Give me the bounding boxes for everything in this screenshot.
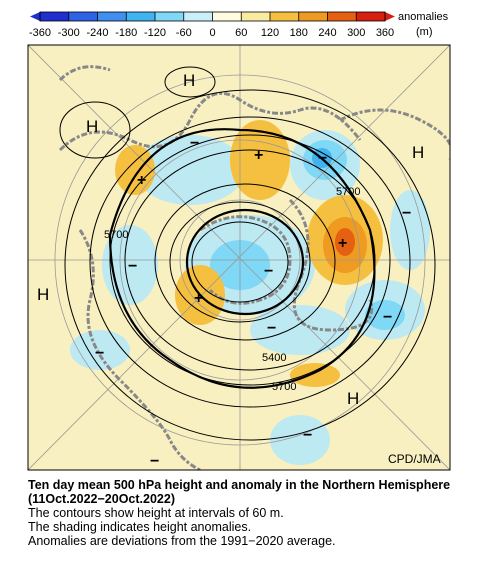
sign: − (383, 309, 392, 326)
sign: − (264, 263, 273, 280)
sign: + (338, 235, 347, 252)
legend-title: anomalies (398, 11, 449, 23)
colorbar-tick-label: 360 (376, 27, 394, 39)
colorbar-tick-label: -120 (144, 27, 166, 39)
colorbar-tick-label: 60 (235, 27, 247, 39)
colorbar-tick-label: 180 (290, 27, 308, 39)
sign: − (303, 427, 312, 444)
contour-label: 5700 (336, 186, 360, 198)
colorbar-segment (183, 12, 213, 21)
colorbar-tick-label: -240 (86, 27, 108, 39)
colorbar-tick-label: -180 (115, 27, 137, 39)
legend-unit: (m) (416, 26, 433, 38)
sign: − (190, 135, 199, 152)
caption-line: The shading indicates height anomalies. (28, 520, 252, 534)
sign: − (318, 150, 327, 167)
map-figure: -360 -300 -240 -180 -120 -60 0 60 120 180 240 300 36… (27, 11, 451, 471)
colorbar-segment (155, 12, 184, 21)
map (28, 45, 450, 470)
high-label: H (412, 143, 424, 162)
caption-title: Ten day mean 500 hPa height and anomaly … (28, 478, 451, 506)
colorbar-tick-label: -60 (176, 27, 192, 39)
high-label: H (347, 389, 359, 408)
colorbar-tick-label: 0 (209, 27, 215, 39)
contour-label: 5700 (104, 229, 128, 241)
colorbar-segment (126, 12, 155, 21)
sign: − (267, 320, 276, 337)
colorbar-segment (97, 12, 127, 21)
map-frame (27, 44, 451, 471)
colorbar-tick-label: 300 (347, 27, 365, 39)
credit: CPD/JMA (388, 452, 441, 466)
colorbar-segment (212, 12, 242, 21)
colorbar-segment (68, 12, 98, 21)
colorbar-segment (270, 12, 299, 21)
anomaly-signs: + + + + − − − − − − − − − − (95, 135, 411, 470)
high-label: H (183, 71, 195, 90)
caption-line: The contours show height at intervals of… (28, 506, 284, 520)
colorbar-segment (40, 12, 69, 21)
sign: − (95, 345, 104, 362)
colorbar-tick-label: 120 (261, 27, 279, 39)
high-label: H (37, 285, 49, 304)
colorbar-arrow (385, 12, 395, 21)
colorbar-segment (241, 12, 270, 21)
sign: − (150, 453, 159, 470)
sign: − (128, 258, 137, 275)
sign: − (402, 205, 411, 222)
colorbar-tick-label: -360 (29, 27, 51, 39)
contour-label: 5400 (262, 352, 286, 364)
colorbar-segment (327, 12, 357, 21)
contour-label: 5700 (272, 381, 296, 393)
colorbar-tick-label: 240 (318, 27, 336, 39)
colorbar-tick-label: -300 (58, 27, 80, 39)
high-labels: H H H H H (37, 71, 424, 408)
colorbar-arrow (30, 12, 40, 21)
contour-labels: 5700 5700 5400 5700 (104, 186, 360, 393)
caption: Ten day mean 500 hPa height and anomaly … (28, 478, 468, 548)
colorbar-segment (356, 12, 385, 21)
sign: + (194, 290, 203, 307)
sign: + (254, 147, 263, 164)
colorbar-segment (298, 12, 328, 21)
colorbar: -360 -300 -240 -180 -120 -60 0 60 120 180 240 300 36… (29, 11, 395, 39)
caption-line: Anomalies are deviations from the 1991−2… (28, 534, 336, 548)
high-label: H (86, 117, 98, 136)
sign: + (137, 172, 146, 189)
